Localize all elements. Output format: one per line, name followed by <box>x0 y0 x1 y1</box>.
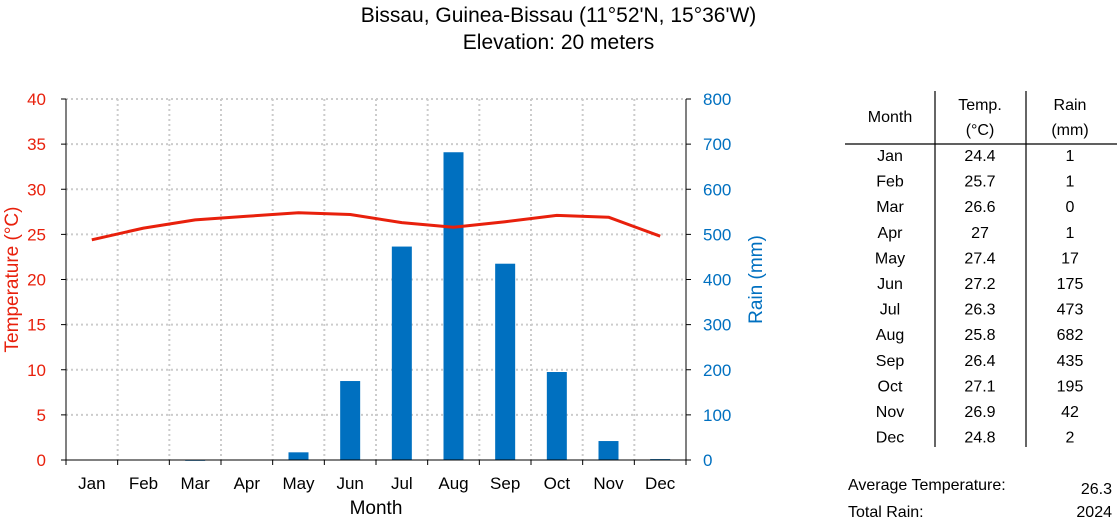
table-cell: Dec <box>876 430 904 447</box>
left-tick-label: 40 <box>27 90 46 109</box>
left-tick-label: 35 <box>27 135 46 154</box>
x-tick-label: Mar <box>181 474 211 493</box>
total-rain-value: 2024 <box>1076 504 1112 520</box>
table-header: Rain <box>1054 97 1087 114</box>
table-cell: 1 <box>1066 225 1075 242</box>
right-tick-label: 700 <box>703 135 731 154</box>
left-tick-label: 20 <box>27 271 46 290</box>
x-tick-label: Feb <box>129 474 158 493</box>
right-tick-label: 0 <box>703 451 712 470</box>
table-header: Temp. <box>958 97 1002 114</box>
rain-bar-sep <box>495 263 516 460</box>
x-tick-label: Nov <box>593 474 624 493</box>
x-tick-label: Jul <box>391 474 413 493</box>
table-cell: 1 <box>1066 174 1075 191</box>
table-cell: 26.6 <box>964 199 995 216</box>
right-axis-title: Rain (mm) <box>746 235 767 324</box>
table-cell: 26.3 <box>964 302 995 319</box>
table-cell: 17 <box>1061 250 1079 267</box>
table-cell: 682 <box>1057 327 1084 344</box>
table-cell: Sep <box>876 353 905 370</box>
table-cell: 435 <box>1057 353 1084 370</box>
table-cell: 26.9 <box>964 404 995 421</box>
table-cell: Jul <box>880 302 900 319</box>
rain-bar-nov <box>598 441 619 460</box>
right-tick-label: 800 <box>703 90 731 109</box>
table-cell: Feb <box>876 174 904 191</box>
x-tick-label: Jun <box>336 474 363 493</box>
avg-temp-label: Average Temperature: <box>848 477 1006 494</box>
table-header: (°C) <box>966 122 995 139</box>
x-tick-label: Aug <box>438 474 468 493</box>
table-cell: 175 <box>1057 276 1084 293</box>
table-header: (mm) <box>1051 122 1088 139</box>
table-cell: Mar <box>876 199 904 216</box>
right-tick-label: 400 <box>703 271 731 290</box>
temperature-line <box>91 211 661 242</box>
table-cell: 24.4 <box>964 148 995 165</box>
table-cell: 27 <box>971 225 989 242</box>
left-tick-label: 5 <box>37 406 46 425</box>
right-tick-label: 200 <box>703 361 731 380</box>
table-cell: 2 <box>1066 430 1075 447</box>
x-tick-label: Apr <box>234 474 261 493</box>
table-cell: 27.2 <box>964 276 995 293</box>
table-cell: 24.8 <box>964 430 995 447</box>
right-tick-label: 300 <box>703 316 731 335</box>
table-header: Month <box>868 109 912 126</box>
left-tick-label: 10 <box>27 361 46 380</box>
rain-bar-may <box>288 452 309 460</box>
left-tick-label: 25 <box>27 225 46 244</box>
x-tick-label: May <box>282 474 315 493</box>
table-cell: 25.7 <box>964 174 995 191</box>
table-cell: Jun <box>877 276 903 293</box>
x-tick-label: Sep <box>490 474 520 493</box>
x-tick-label: Oct <box>544 474 571 493</box>
table-cell: 42 <box>1061 404 1079 421</box>
table-cell: 0 <box>1066 199 1075 216</box>
chart-subtitle: Elevation: 20 meters <box>462 31 655 54</box>
table-cell: 473 <box>1057 302 1084 319</box>
table-cell: 195 <box>1057 378 1084 395</box>
chart-title: Bissau, Guinea-Bissau (11°52'N, 15°36'W) <box>360 4 757 27</box>
table-cell: Aug <box>876 327 904 344</box>
left-tick-label: 15 <box>27 316 46 335</box>
right-tick-label: 500 <box>703 225 731 244</box>
table-cell: Apr <box>878 225 904 242</box>
avg-temp-value: 26.3 <box>1081 481 1112 498</box>
table-cell: May <box>875 250 905 267</box>
total-rain-label: Total Rain: <box>848 504 924 520</box>
table-cell: 26.4 <box>964 353 995 370</box>
table-cell: 27.4 <box>964 250 995 267</box>
rain-bar-jun <box>340 381 361 460</box>
left-tick-label: 0 <box>37 451 46 470</box>
table-cell: Nov <box>876 404 904 421</box>
x-tick-label: Jan <box>78 474 105 493</box>
right-tick-label: 600 <box>703 180 731 199</box>
table-cell: Oct <box>878 378 903 395</box>
table-cell: 27.1 <box>964 378 995 395</box>
table-cell: 25.8 <box>964 327 995 344</box>
x-axis-title: Month <box>350 498 403 519</box>
left-tick-label: 30 <box>27 180 46 199</box>
right-tick-label: 100 <box>703 406 731 425</box>
rain-bar-aug <box>443 152 464 460</box>
table-cell: Jan <box>877 148 903 165</box>
table-cell: 1 <box>1066 148 1075 165</box>
x-tick-label: Dec <box>645 474 676 493</box>
rain-bar-jul <box>391 246 412 460</box>
rain-bar-oct <box>546 372 567 460</box>
left-axis-title: Temperature (°C) <box>2 207 23 353</box>
